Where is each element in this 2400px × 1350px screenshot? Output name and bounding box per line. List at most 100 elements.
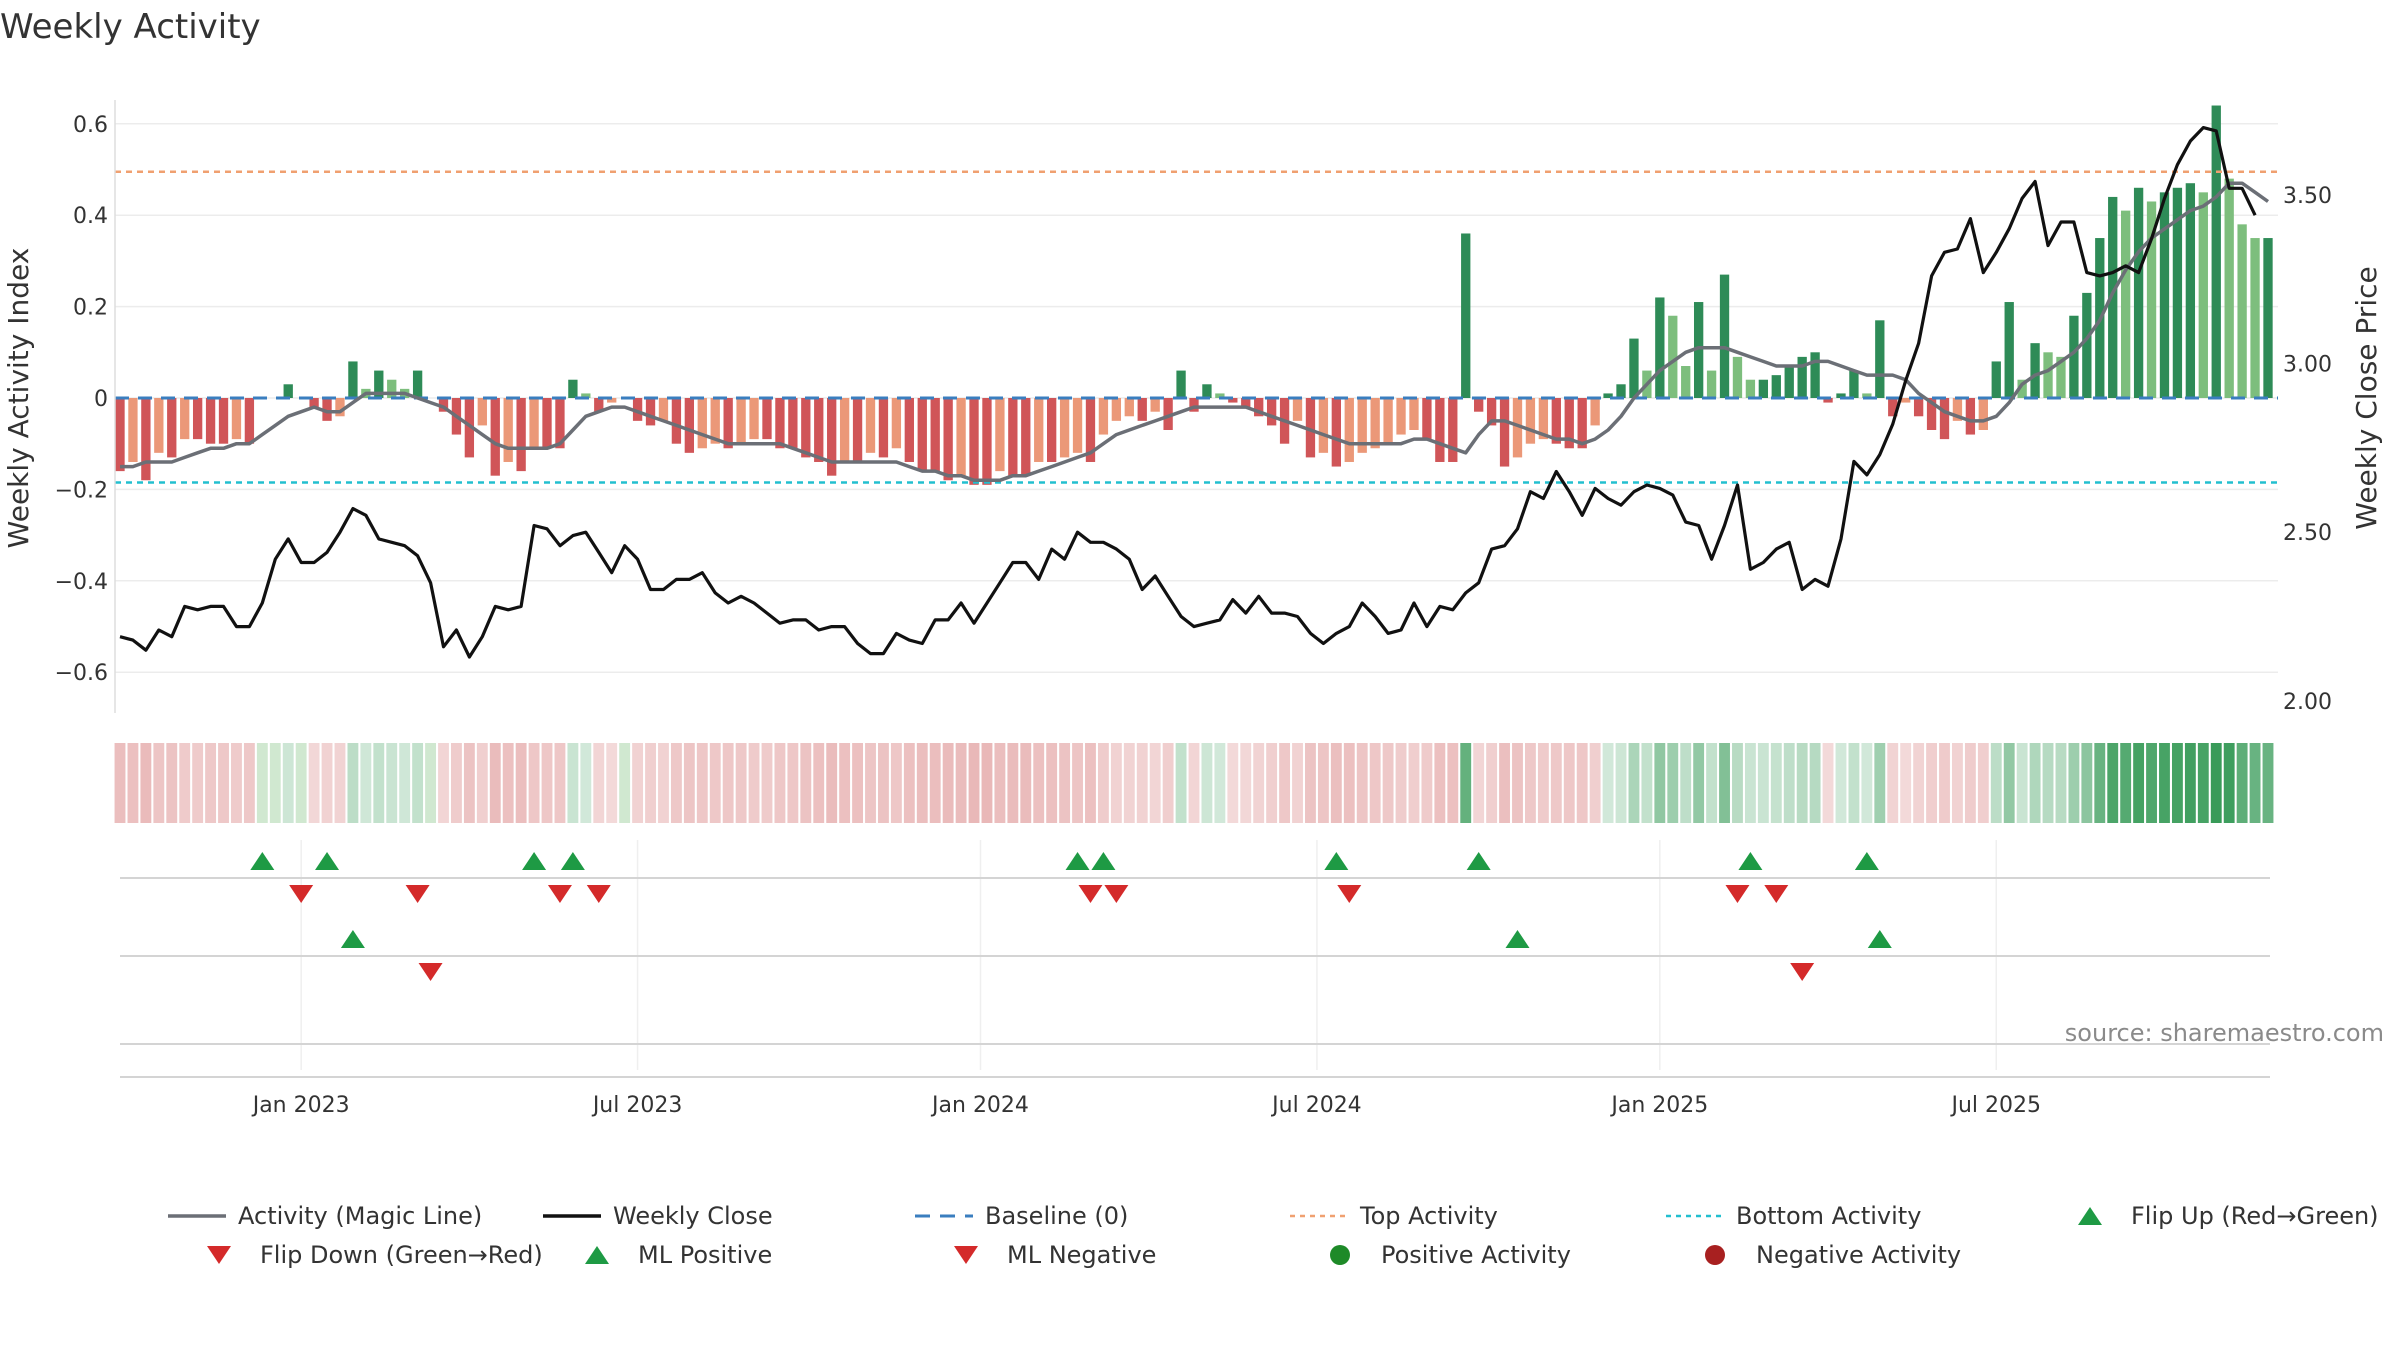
flip-up-marker xyxy=(315,852,340,870)
activity-bar xyxy=(943,398,953,481)
heat-cell xyxy=(1926,743,1938,823)
heat-cell xyxy=(1706,743,1718,823)
activity-bar xyxy=(749,398,759,440)
heat-cell xyxy=(1615,743,1627,823)
flip-up-marker xyxy=(522,852,547,870)
activity-bar xyxy=(645,398,656,426)
heat-cell xyxy=(489,743,501,823)
weekly-close-line xyxy=(119,125,2257,659)
activity-bar xyxy=(2211,105,2221,399)
activity-bar xyxy=(1085,398,1096,462)
heat-cell xyxy=(1874,743,1886,823)
activity-bar xyxy=(1292,398,1303,421)
y-tick-label-right: 3.50 xyxy=(2283,184,2332,209)
heat-cell xyxy=(632,743,644,823)
heat-cell xyxy=(1382,743,1394,823)
heat-cell xyxy=(399,743,411,823)
activity-bar xyxy=(1875,320,1885,398)
flip-up-marker xyxy=(1738,852,1763,870)
heat-cell xyxy=(2197,743,2209,823)
activity-bar xyxy=(1474,398,1484,412)
heat-cell xyxy=(748,743,760,823)
activity-bar xyxy=(2017,379,2027,398)
heat-cell xyxy=(1641,743,1653,823)
heat-cell xyxy=(1175,743,1187,823)
heat-cell xyxy=(528,743,540,823)
activity-bar xyxy=(2133,187,2144,398)
flip-up-marker xyxy=(1065,852,1090,870)
heat-cell xyxy=(554,743,566,823)
legend-label: ML Negative xyxy=(1007,1241,1156,1269)
heat-cell xyxy=(929,743,941,823)
activity-bar xyxy=(1357,398,1367,453)
activity-bar xyxy=(1047,398,1057,462)
activity-bar xyxy=(1836,393,1846,398)
activity-bar xyxy=(335,398,345,417)
activity-bar xyxy=(710,398,720,444)
heat-cell xyxy=(476,743,488,823)
activity-bar xyxy=(2069,315,2079,398)
heat-cell xyxy=(2081,743,2093,823)
activity-bar xyxy=(205,398,216,444)
activity-bar xyxy=(788,398,798,449)
heat-cell xyxy=(916,743,928,823)
flip-down-marker xyxy=(1725,885,1750,903)
heat-cell xyxy=(1693,743,1705,823)
heat-cell xyxy=(425,743,436,823)
heat-cell xyxy=(787,743,799,823)
activity-bar xyxy=(464,398,475,458)
activity-bar xyxy=(1254,398,1264,417)
heat-cell xyxy=(1110,743,1122,823)
heat-cell xyxy=(1395,743,1407,823)
y-tick-label-left: 0.2 xyxy=(73,296,108,321)
x-tick-label: Jul 2024 xyxy=(1270,1093,1362,1118)
activity-bar xyxy=(516,398,526,472)
heat-cell xyxy=(981,743,993,823)
heat-cell xyxy=(541,743,553,823)
heat-cell xyxy=(1654,743,1666,823)
activity-bar xyxy=(982,398,992,485)
activity-bar xyxy=(542,398,552,449)
legend-label: ML Positive xyxy=(638,1241,772,1269)
heat-cell xyxy=(166,743,178,823)
heat-cell xyxy=(256,743,268,823)
activity-bar xyxy=(1538,398,1549,440)
activity-bar xyxy=(1202,384,1212,398)
heat-cell xyxy=(696,743,708,823)
activity-bar xyxy=(736,398,746,444)
x-tick-label: Jul 2023 xyxy=(591,1093,683,1118)
activity-bar xyxy=(2198,192,2208,398)
heat-cell xyxy=(114,743,126,823)
activity-bar xyxy=(2159,192,2170,398)
heat-cell xyxy=(321,743,333,823)
heat-cell xyxy=(295,743,307,823)
heat-cell xyxy=(127,743,139,823)
heat-cell xyxy=(2133,743,2145,823)
activity-bar xyxy=(115,398,125,472)
activity-bar xyxy=(1318,398,1329,453)
activity-bar xyxy=(1913,398,1924,417)
y-tick-label-right: 2.00 xyxy=(2283,690,2332,715)
heat-cell xyxy=(2262,743,2274,823)
activity-bar xyxy=(141,398,151,481)
activity-bar xyxy=(1448,398,1458,462)
activity-bar xyxy=(192,398,203,440)
activity-bar xyxy=(477,398,487,426)
heat-cell xyxy=(619,743,631,823)
heat-cell xyxy=(2094,743,2106,823)
activity-bar xyxy=(1693,302,1704,398)
legend-circle-icon xyxy=(1705,1245,1725,1265)
activity-bar xyxy=(1732,356,1743,398)
activity-bar xyxy=(969,398,979,485)
activity-bar xyxy=(1124,398,1134,417)
activity-bar xyxy=(1888,398,1898,417)
activity-bar xyxy=(852,398,863,462)
legend-label: Baseline (0) xyxy=(985,1202,1128,1230)
heat-cell xyxy=(1680,743,1692,823)
legend-label: Flip Down (Green→Red) xyxy=(260,1241,543,1269)
activity-bar xyxy=(374,370,384,398)
heat-cell xyxy=(955,743,967,823)
activity-bar xyxy=(684,398,695,453)
activity-bar xyxy=(814,398,824,462)
